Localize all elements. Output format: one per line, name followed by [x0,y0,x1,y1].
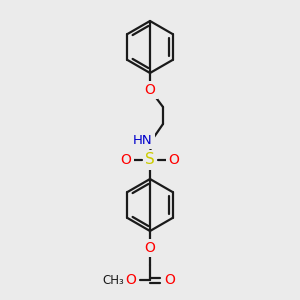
Text: HN: HN [133,134,153,148]
Text: O: O [145,241,155,255]
Text: O: O [145,83,155,97]
Text: CH₃: CH₃ [102,274,124,286]
Text: O: O [165,273,176,287]
Text: O: O [169,153,179,167]
Text: O: O [121,153,131,167]
Text: O: O [126,273,136,287]
Text: S: S [145,152,155,167]
